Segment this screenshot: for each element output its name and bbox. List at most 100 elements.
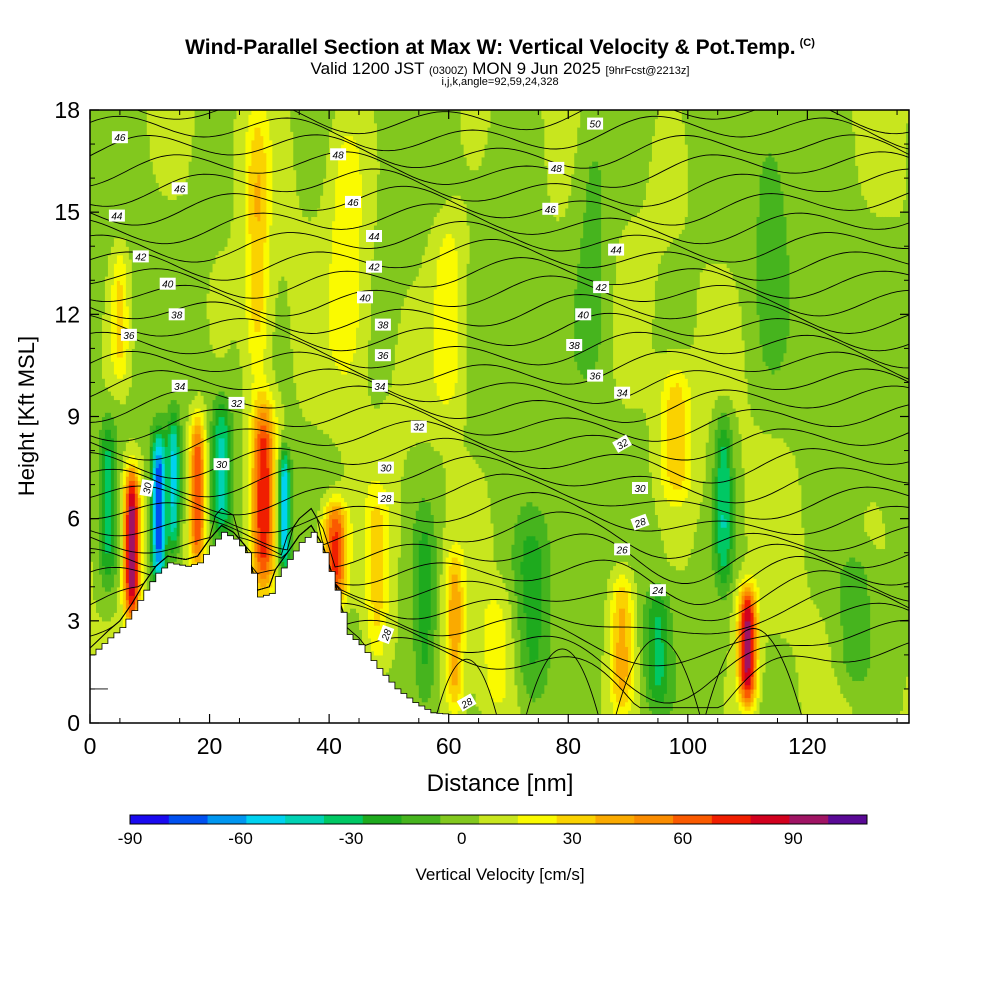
- contour-label-text: 38: [377, 321, 389, 332]
- contour-label-bg: [410, 420, 427, 433]
- y-tick-label: 15: [54, 199, 80, 225]
- contour-label-text: 30: [142, 481, 155, 494]
- isentrope-line: [90, 168, 909, 207]
- isentrope-line: [90, 257, 909, 299]
- y-tick-label: 12: [54, 301, 80, 327]
- contour-label-bg: [139, 479, 155, 497]
- contour-label-bg: [374, 318, 391, 331]
- isentrope-line: [615, 638, 701, 715]
- contour-label: 42: [366, 260, 382, 274]
- contour-label: 30: [632, 482, 648, 495]
- contour-label-bg: [377, 624, 395, 645]
- isentrope-line: [136, 110, 909, 135]
- contour-label-text: 38: [569, 341, 581, 352]
- contour-label-bg: [374, 349, 391, 362]
- valid-time-utc: (0300Z): [429, 65, 468, 77]
- colorbar-swatch: [634, 815, 674, 824]
- chart-title-text: Wind-Parallel Section at Max W: Vertical…: [185, 36, 796, 59]
- terrain-polygon: [90, 531, 909, 723]
- contour-label-text: 40: [578, 310, 590, 321]
- contour-label-bg: [608, 243, 625, 256]
- contour-label-text: 34: [374, 382, 386, 393]
- contour-label-text: 28: [459, 696, 475, 712]
- contour-label-text: 28: [379, 494, 392, 505]
- isentrope-line: [90, 524, 909, 606]
- isentrope-line: [90, 203, 909, 245]
- contour-label-text: 34: [617, 389, 629, 400]
- colorbar-swatch: [750, 815, 790, 824]
- contour-label-bg: [171, 182, 188, 195]
- contour-label-text: 48: [551, 164, 563, 175]
- contour-label-bg: [159, 277, 176, 290]
- contour-label-bg: [587, 117, 604, 130]
- contour-label-bg: [548, 161, 565, 174]
- contour-label-text: 42: [596, 283, 608, 294]
- contour-label-bg: [168, 308, 185, 321]
- contour-label: 26: [614, 543, 631, 556]
- contour-label-text: 32: [231, 399, 243, 410]
- contour-label-bg: [357, 291, 373, 304]
- contour-label-bg: [542, 202, 559, 215]
- isentrope-line: [525, 648, 599, 715]
- contour-label: 44: [366, 230, 382, 243]
- colorbar-swatch: [401, 815, 441, 824]
- isentrope-line: [90, 294, 909, 334]
- contour-label-bg: [614, 543, 631, 556]
- x-tick-label: 60: [436, 733, 462, 759]
- isentrope-line: [90, 473, 909, 520]
- colorbar-tick-label: -30: [339, 829, 364, 848]
- colorbar-swatch: [207, 815, 247, 824]
- y-tick-label: 18: [54, 97, 80, 123]
- forecast-info: [9hrFcst@2213z]: [605, 65, 690, 77]
- contour-label: 32: [228, 396, 245, 410]
- contour-label-bg: [371, 379, 388, 392]
- contour-label: 34: [614, 386, 631, 400]
- contour-label: 28: [377, 492, 394, 505]
- contour-label-text: 44: [611, 246, 623, 257]
- contour-label-bg: [213, 458, 230, 471]
- contour-label-text: 36: [590, 372, 602, 383]
- isentrope-line: [90, 275, 909, 317]
- valid-date: MON 9 Jun 2025: [472, 59, 601, 78]
- contour-label: 28: [377, 624, 395, 645]
- contour-label-text: 46: [545, 205, 557, 216]
- isentrope-line: [90, 185, 909, 226]
- contour-label-bg: [171, 379, 188, 392]
- contour-label: 30: [213, 458, 230, 471]
- colorbar-tick-label: 60: [673, 829, 692, 848]
- contour-label-bg: [575, 308, 592, 321]
- y-axis-label: Height [Kft MSL]: [14, 336, 39, 496]
- contour-label: 24: [649, 584, 666, 597]
- isentrope-line: [90, 115, 909, 152]
- contour-label: 40: [159, 277, 176, 291]
- colorbar-swatch: [323, 815, 364, 824]
- contour-label-bg: [377, 492, 394, 505]
- colorbar-frame: [129, 814, 868, 825]
- colorbar-swatch: [362, 815, 402, 824]
- x-tick-label: 120: [788, 733, 826, 759]
- isentrope-line: [90, 134, 909, 169]
- contour-label: 44: [108, 209, 125, 223]
- colorbar: -90 -60 -30 0 30 60 90: [118, 814, 868, 848]
- contour-label: 42: [132, 250, 149, 263]
- isentrope-line: [90, 385, 909, 423]
- contour-label-text: 50: [590, 120, 602, 131]
- contour-label-bg: [108, 209, 125, 222]
- contour-label-bg: [366, 230, 382, 242]
- colorbar-swatch: [673, 815, 713, 824]
- contour-label-bg: [330, 148, 347, 161]
- contour-label-text: 44: [111, 212, 123, 223]
- contour-label-bg: [345, 195, 361, 208]
- valid-time: Valid 1200 JST: [310, 59, 425, 78]
- contour-label: 28: [456, 693, 477, 712]
- colorbar-swatch: [246, 815, 286, 824]
- contour-label-text: 36: [123, 331, 135, 342]
- contour-label-text: 34: [174, 382, 186, 393]
- contour-label: 34: [371, 379, 388, 393]
- contour-label-text: 30: [216, 460, 228, 471]
- contour-label: 36: [120, 328, 137, 342]
- isentrope-line: [90, 507, 909, 559]
- contour-label-text: 36: [377, 351, 389, 362]
- contour-label-text: 42: [135, 252, 147, 263]
